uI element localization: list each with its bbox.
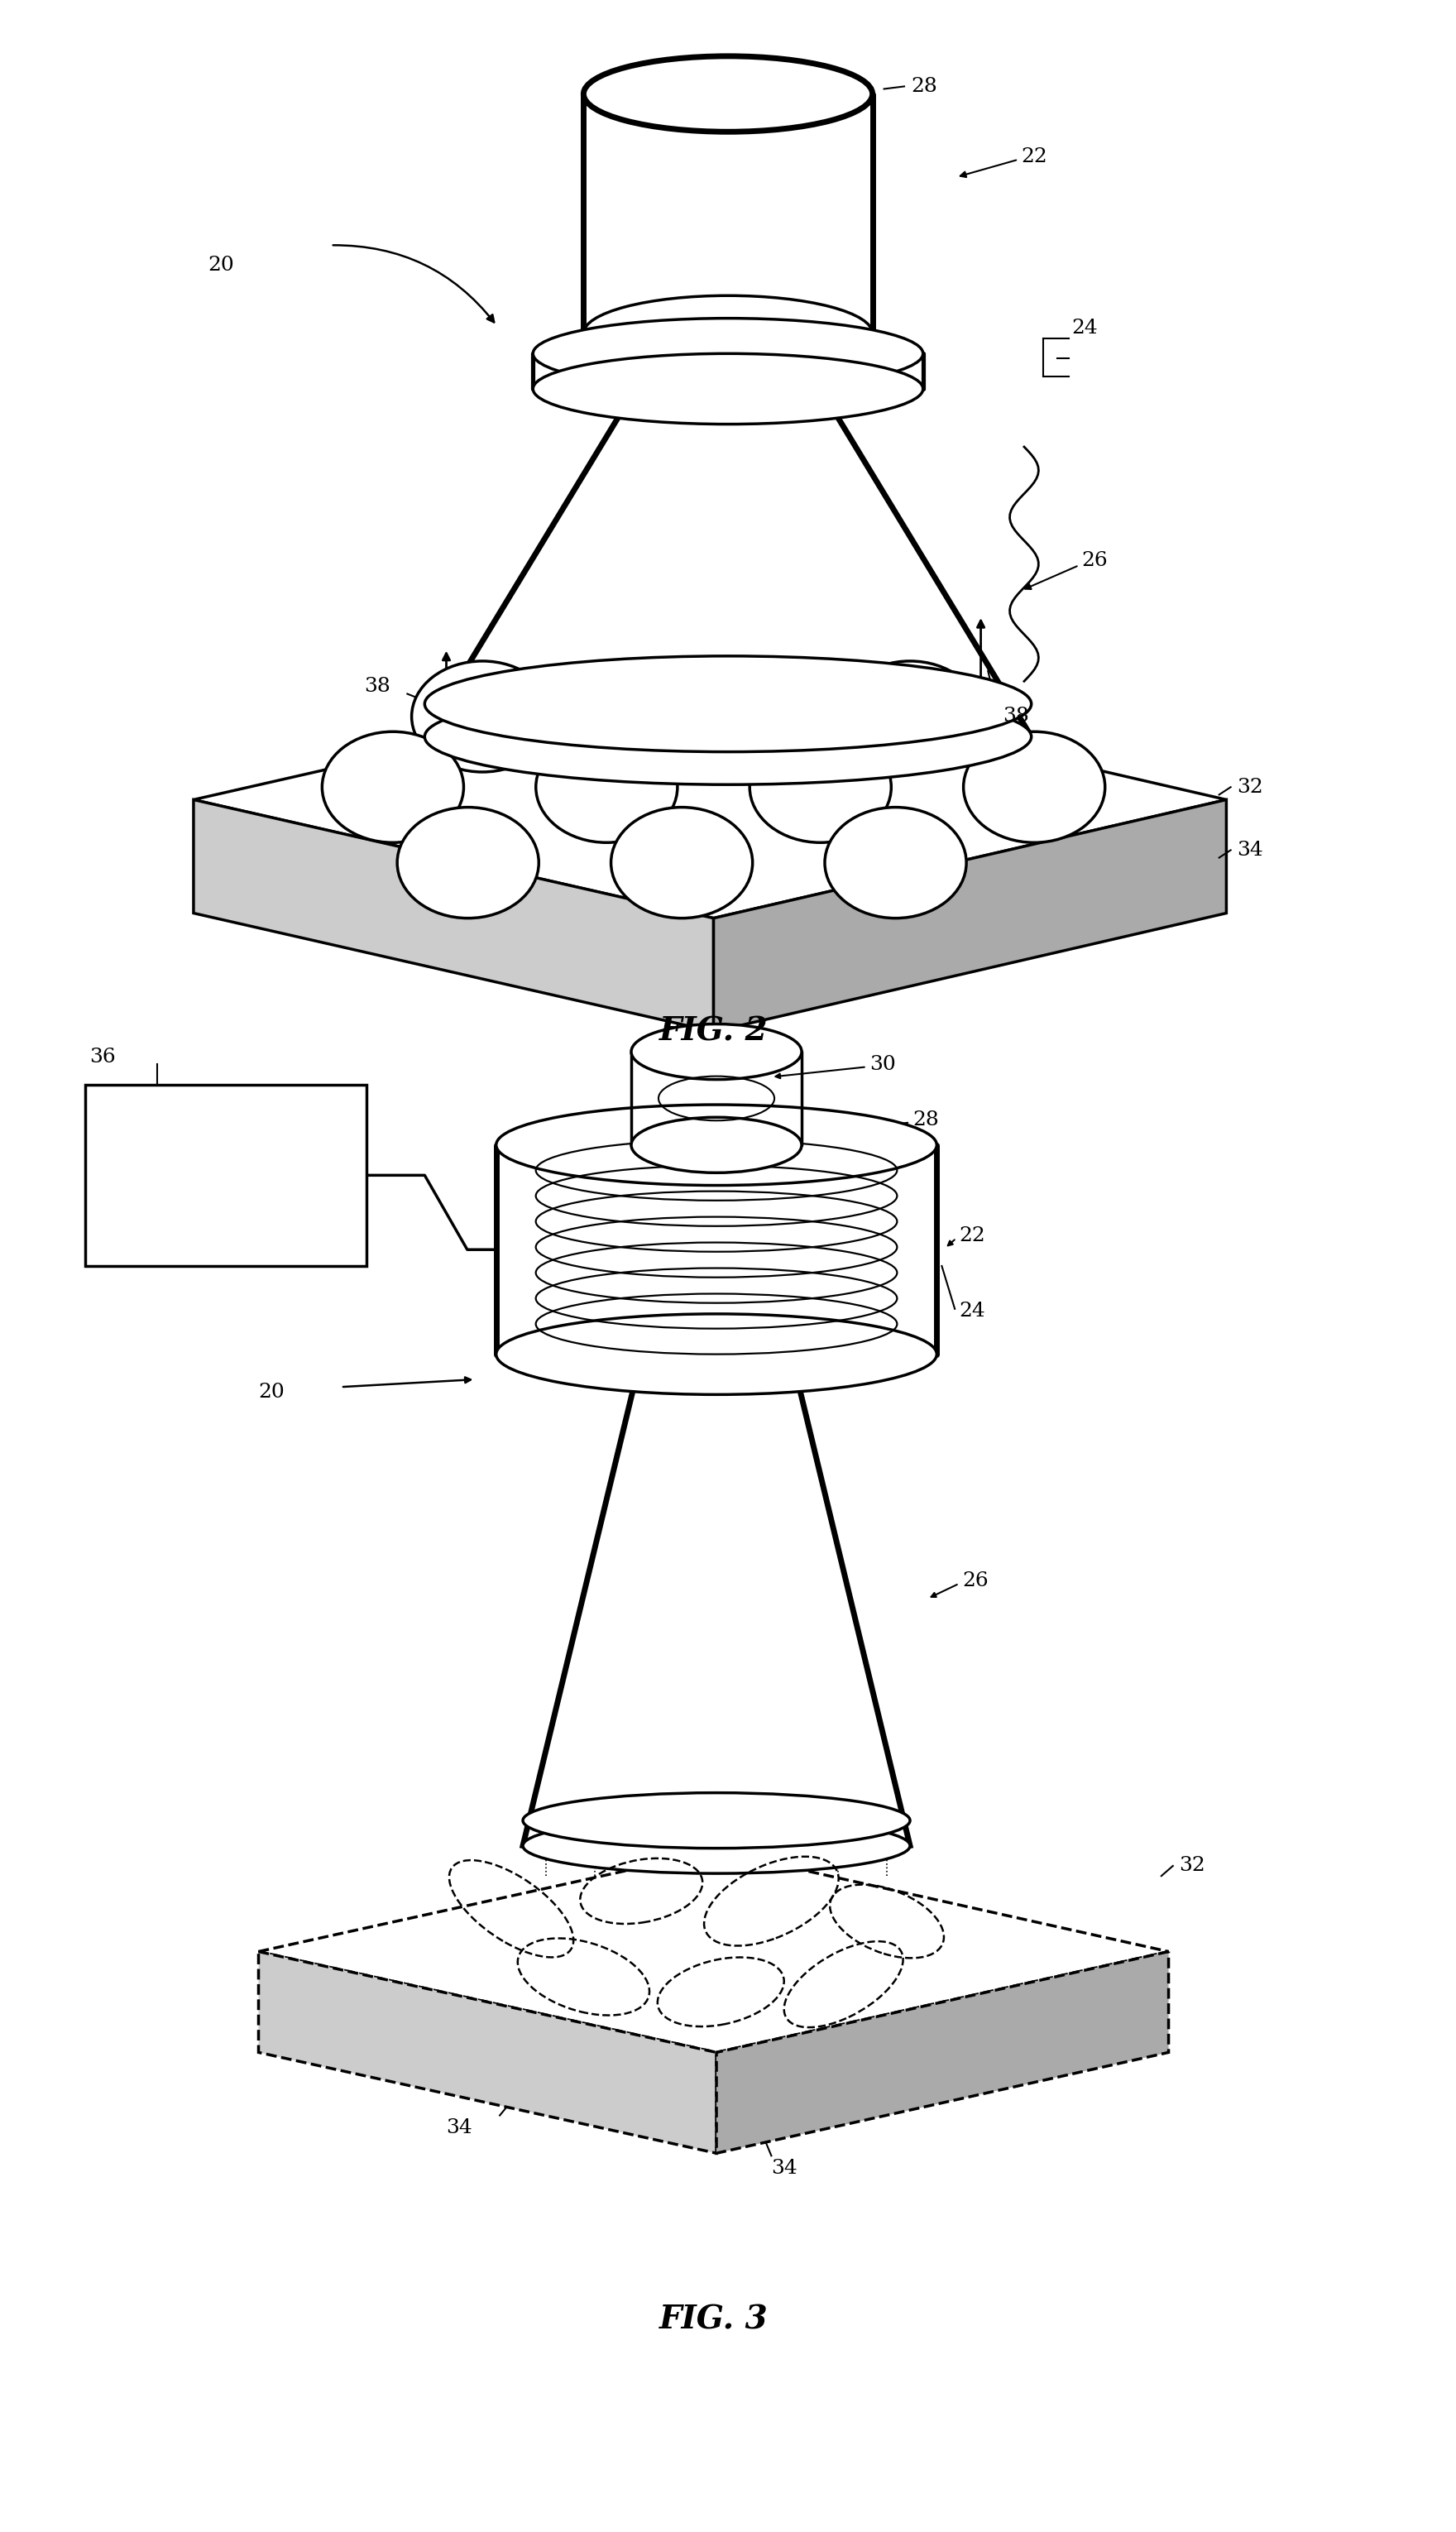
Ellipse shape [584,56,872,132]
Ellipse shape [839,661,981,772]
Text: 24: 24 [960,1301,986,1322]
Ellipse shape [626,661,767,772]
Ellipse shape [322,732,463,843]
Text: 30: 30 [869,1056,895,1074]
Ellipse shape [496,1314,936,1395]
Text: 28: 28 [913,1112,939,1129]
Text: 32: 32 [1179,1856,1206,1876]
Ellipse shape [824,808,967,919]
Ellipse shape [533,319,923,390]
Text: 22: 22 [1021,147,1047,167]
Text: 26: 26 [962,1572,989,1590]
Ellipse shape [523,1793,910,1848]
Polygon shape [194,800,713,1031]
Text: FIG. 3: FIG. 3 [660,2304,767,2335]
Polygon shape [194,681,1226,919]
Text: 20: 20 [208,256,234,276]
Text: 34: 34 [1236,841,1262,861]
Polygon shape [713,800,1226,1031]
Text: 38: 38 [364,676,390,696]
Ellipse shape [397,808,539,919]
Ellipse shape [632,1117,802,1172]
Text: 22: 22 [960,1225,986,1246]
Polygon shape [716,1952,1169,2152]
Ellipse shape [964,732,1105,843]
Ellipse shape [632,1023,802,1079]
Ellipse shape [412,661,553,772]
Text: 34: 34 [772,2160,798,2178]
Ellipse shape [533,354,923,425]
Text: 24: 24 [1072,319,1098,337]
Ellipse shape [496,1104,936,1185]
Ellipse shape [584,296,872,372]
Bar [86,1084,367,1266]
Ellipse shape [612,808,753,919]
Ellipse shape [536,732,677,843]
Text: FIG. 2: FIG. 2 [660,1015,767,1048]
Text: 36: 36 [89,1048,116,1066]
Text: 26: 26 [1082,552,1108,570]
Ellipse shape [425,689,1031,785]
Polygon shape [259,1851,1169,2053]
Ellipse shape [750,732,891,843]
Text: 32: 32 [1236,777,1262,798]
Text: 34: 34 [447,2119,473,2137]
Text: 38: 38 [1003,706,1029,727]
Ellipse shape [425,656,1031,752]
Ellipse shape [523,1818,910,1874]
Text: 20: 20 [259,1382,285,1403]
Polygon shape [259,1952,716,2152]
Text: 28: 28 [911,76,938,96]
